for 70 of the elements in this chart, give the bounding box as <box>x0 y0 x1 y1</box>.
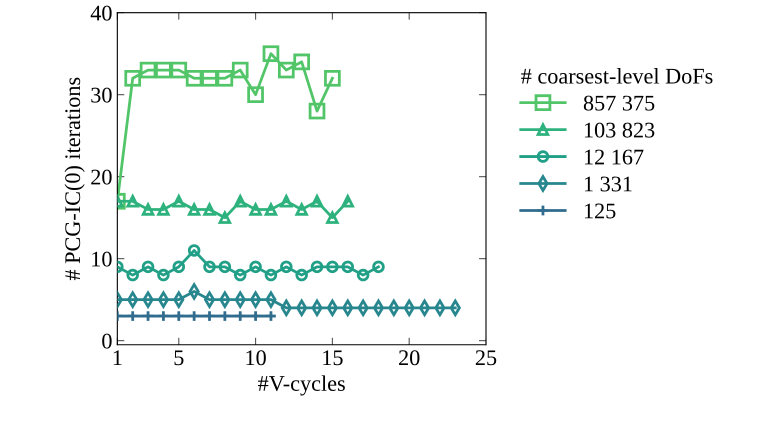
legend-label: 12 167 <box>584 150 644 165</box>
x-tick-label: 20 <box>399 350 420 366</box>
point <box>310 260 324 274</box>
y-axis-title: # PCG-IC(0) iterations <box>64 78 85 280</box>
point <box>264 268 278 282</box>
point <box>295 203 308 216</box>
point <box>326 211 339 224</box>
y-tick-label: 10 <box>92 252 112 267</box>
x-tick-label: 15 <box>323 350 343 366</box>
point <box>142 310 154 322</box>
point <box>372 260 385 274</box>
point <box>280 260 293 274</box>
point <box>157 203 170 216</box>
point <box>278 62 295 78</box>
point <box>249 203 262 216</box>
point <box>157 268 170 282</box>
point <box>326 260 339 274</box>
x-tick-label: 10 <box>246 350 266 366</box>
point <box>218 310 232 322</box>
point <box>172 310 186 322</box>
point <box>341 260 354 274</box>
legend-label: 1 331 <box>584 176 632 192</box>
point <box>264 203 278 216</box>
point <box>324 70 341 87</box>
point <box>142 203 154 216</box>
point <box>234 310 246 322</box>
point <box>203 260 216 274</box>
point <box>126 268 139 282</box>
y-tick-label: 40 <box>90 6 112 21</box>
x-tick-label: 1 <box>114 350 122 366</box>
legend-title: # coarsest-level DoFs <box>521 68 712 84</box>
point <box>172 260 186 274</box>
point <box>247 86 264 104</box>
y-tick-label: 0 <box>102 334 112 349</box>
point <box>155 62 172 78</box>
point <box>216 70 234 87</box>
x-axis-title: #V-cycles <box>258 375 345 396</box>
y-tick-label: 30 <box>91 88 112 103</box>
point <box>188 310 200 322</box>
point <box>203 310 216 322</box>
point <box>142 260 154 274</box>
point <box>249 260 262 274</box>
point <box>204 291 216 308</box>
x-tick-label: 25 <box>476 350 496 366</box>
point <box>188 203 200 216</box>
point <box>356 268 370 282</box>
point <box>126 310 139 322</box>
point <box>157 310 170 322</box>
point <box>234 268 246 282</box>
point <box>308 102 326 120</box>
point <box>232 62 249 78</box>
point <box>124 70 142 87</box>
legend-label: 857 375 <box>584 96 654 111</box>
y-tick-label: 20 <box>91 170 112 185</box>
point <box>293 54 310 70</box>
point <box>170 62 188 78</box>
point <box>201 70 218 87</box>
legend-label: 125 <box>584 204 616 218</box>
point <box>188 244 200 257</box>
point <box>295 268 308 282</box>
point <box>140 62 156 78</box>
point <box>264 310 278 322</box>
point <box>218 260 232 274</box>
point <box>249 310 262 322</box>
legend-label: 103 823 <box>584 122 654 138</box>
x-tick-label: 5 <box>174 350 184 366</box>
point <box>262 45 280 62</box>
point <box>203 203 216 216</box>
point <box>186 70 202 87</box>
point <box>218 211 232 224</box>
